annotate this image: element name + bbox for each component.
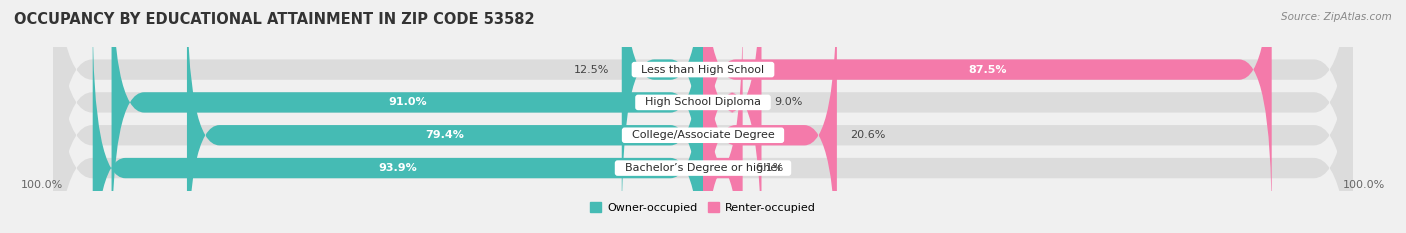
FancyBboxPatch shape [93,14,703,233]
FancyBboxPatch shape [621,0,703,224]
Text: OCCUPANCY BY EDUCATIONAL ATTAINMENT IN ZIP CODE 53582: OCCUPANCY BY EDUCATIONAL ATTAINMENT IN Z… [14,12,534,27]
FancyBboxPatch shape [703,0,762,233]
Text: 87.5%: 87.5% [969,65,1007,75]
Text: College/Associate Degree: College/Associate Degree [624,130,782,140]
FancyBboxPatch shape [53,0,1353,233]
FancyBboxPatch shape [53,0,1353,233]
Text: 9.0%: 9.0% [775,97,803,107]
Text: Less than High School: Less than High School [634,65,772,75]
FancyBboxPatch shape [53,0,1353,233]
FancyBboxPatch shape [703,0,1271,224]
Text: 93.9%: 93.9% [378,163,418,173]
Text: 20.6%: 20.6% [849,130,886,140]
Text: High School Diploma: High School Diploma [638,97,768,107]
FancyBboxPatch shape [53,0,1353,233]
Text: 12.5%: 12.5% [574,65,609,75]
Text: 100.0%: 100.0% [21,180,63,190]
Legend: Owner-occupied, Renter-occupied: Owner-occupied, Renter-occupied [586,198,820,217]
Text: Bachelor’s Degree or higher: Bachelor’s Degree or higher [617,163,789,173]
Text: 6.1%: 6.1% [755,163,785,173]
FancyBboxPatch shape [703,0,837,233]
FancyBboxPatch shape [187,0,703,233]
FancyBboxPatch shape [111,0,703,233]
Text: 100.0%: 100.0% [1343,180,1385,190]
Text: Source: ZipAtlas.com: Source: ZipAtlas.com [1281,12,1392,22]
Text: 91.0%: 91.0% [388,97,426,107]
Text: 79.4%: 79.4% [426,130,464,140]
FancyBboxPatch shape [703,14,742,233]
